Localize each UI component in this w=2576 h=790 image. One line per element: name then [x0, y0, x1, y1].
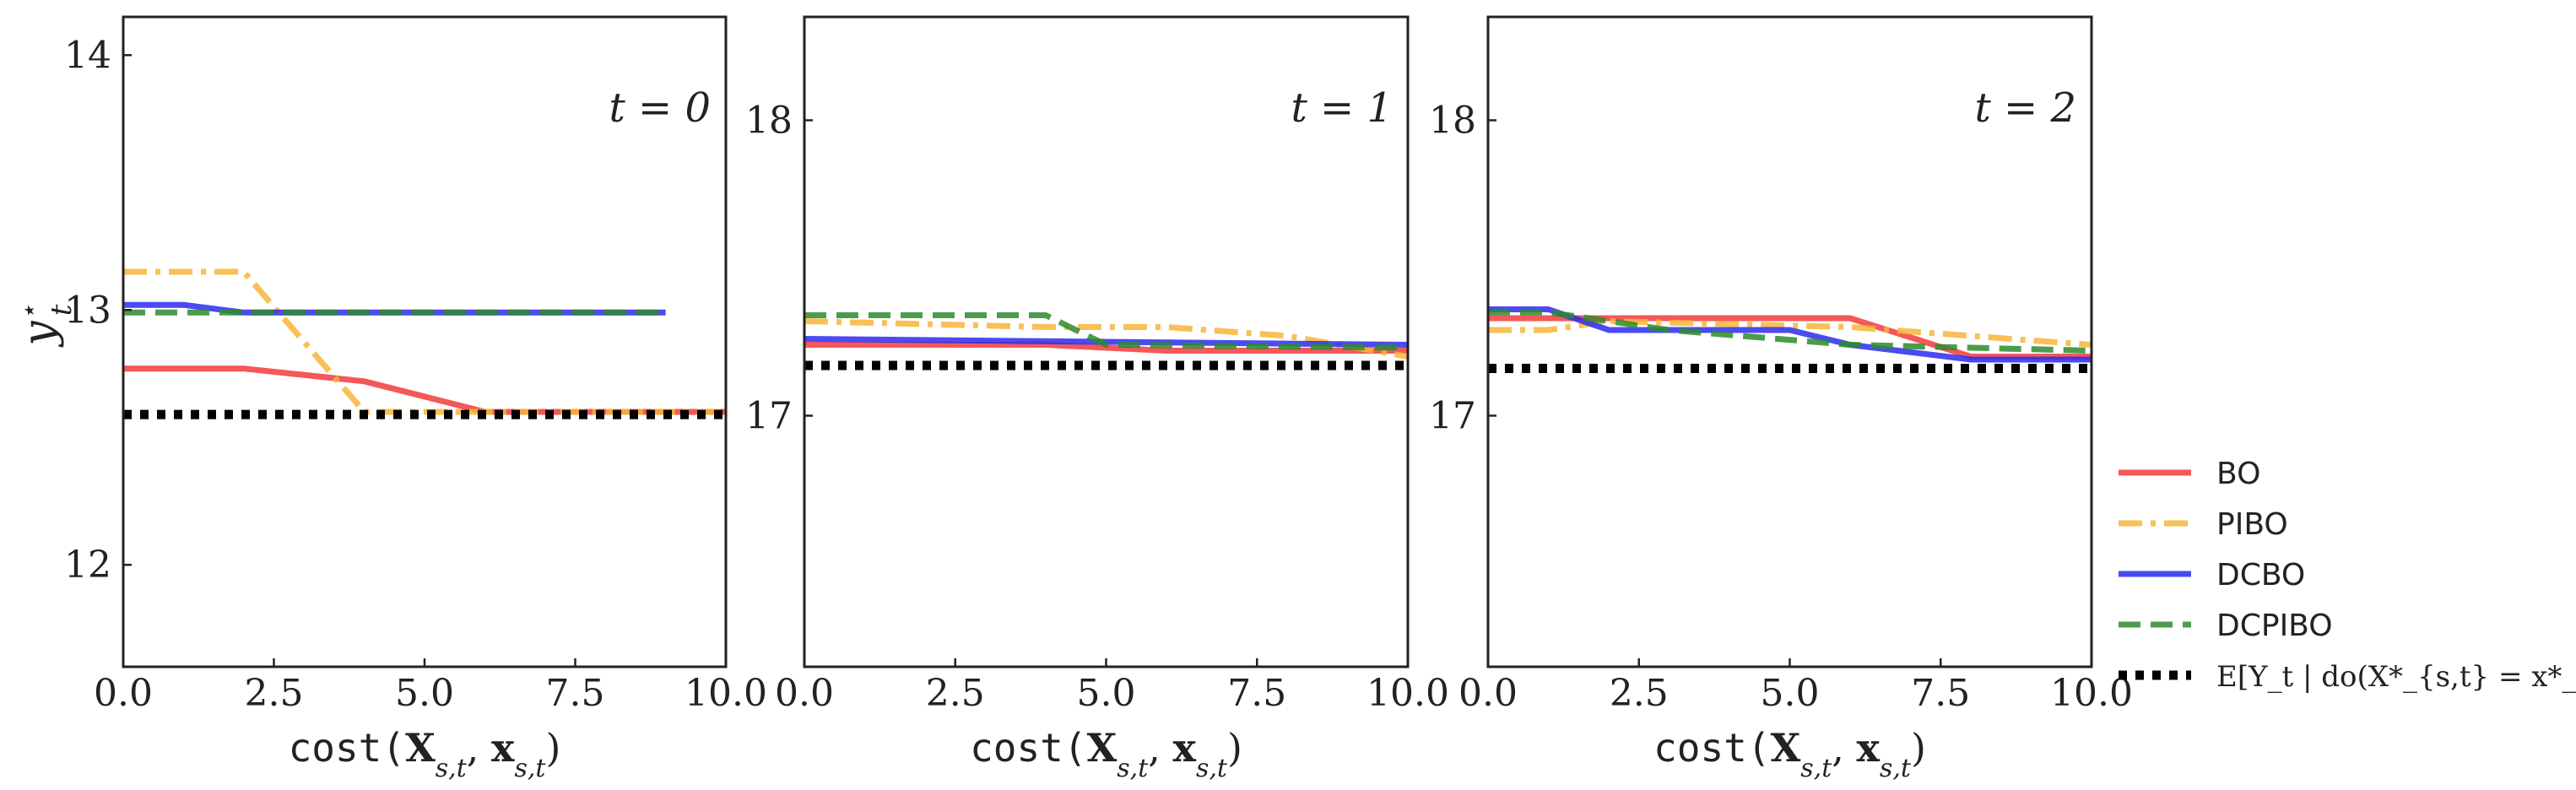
x-tick-label: 0.0 [775, 672, 834, 715]
chart-panel-0: 0.0 2.5 5.0 7.5 10.0 12 13 14 t = 0 cost(Xs,t, xs… [13, 15, 767, 783]
legend-label: E[Y_t | do(X*_{s,t} = x*_{s,t})] [2216, 660, 2576, 694]
panel-label: t = 0 [609, 84, 711, 132]
x-tick-label: 5.0 [395, 672, 454, 715]
y-tick-label: 18 [745, 100, 793, 143]
x-axis-label: cost(Xs,t, xs,t) [1653, 725, 1926, 783]
y-tick-label: 13 [64, 289, 111, 332]
series-line-dcpibo [804, 312, 1408, 351]
x-tick-label: 10.0 [1366, 672, 1449, 715]
x-tick-label: 7.5 [1227, 672, 1286, 715]
x-tick-label: 7.5 [1911, 672, 1970, 715]
x-tick-label: 2.5 [1610, 672, 1669, 715]
series-line-dcbo [1488, 306, 2092, 363]
x-tick-label: 0.0 [94, 672, 153, 715]
x-axis-label: cost(Xs,t, xs,t) [970, 725, 1242, 783]
series-group [123, 268, 726, 419]
y-tick-label: 18 [1429, 100, 1476, 143]
panel-label: t = 2 [1974, 84, 2076, 132]
legend-label: DCBO [2216, 558, 2305, 592]
x-tick-label: 10.0 [685, 672, 767, 715]
series-line-pibo [123, 268, 726, 415]
x-tick-label: 5.0 [1077, 672, 1136, 715]
y-tick-label: 14 [64, 34, 111, 77]
x-tick-label: 2.5 [245, 672, 304, 715]
x-tick-label: 0.0 [1458, 672, 1518, 715]
y-axis-label: y⋆t [13, 304, 78, 347]
series-line-pibo [1488, 318, 2092, 348]
legend-label: DCPIBO [2216, 609, 2333, 643]
x-tick-label: 5.0 [1761, 672, 1820, 715]
series-line-bo [123, 365, 726, 415]
y-tick-label: 17 [745, 395, 793, 438]
series-group [804, 312, 1408, 371]
y-tick-label: 12 [64, 544, 111, 587]
panel-label: t = 1 [1291, 84, 1393, 132]
legend-label: PIBO [2216, 507, 2288, 542]
series-group [1488, 306, 2092, 373]
legend-label: BO [2216, 457, 2260, 491]
series-line-dcpibo [1488, 309, 2092, 354]
x-axis-label: cost(Xs,t, xs,t) [289, 725, 561, 783]
legend: BO PIBO DCBO DCPIBO E[Y_t | do(X*_{s,t} = x*… [2119, 457, 2576, 694]
y-tick-label: 17 [1429, 395, 1476, 438]
x-tick-label: 7.5 [546, 672, 605, 715]
chart-panel-1: 0.0 2.5 5.0 7.5 10.0 17 18 t = 1 cost(Xs,t, xs,t… [745, 15, 1449, 783]
x-tick-label: 2.5 [926, 672, 985, 715]
